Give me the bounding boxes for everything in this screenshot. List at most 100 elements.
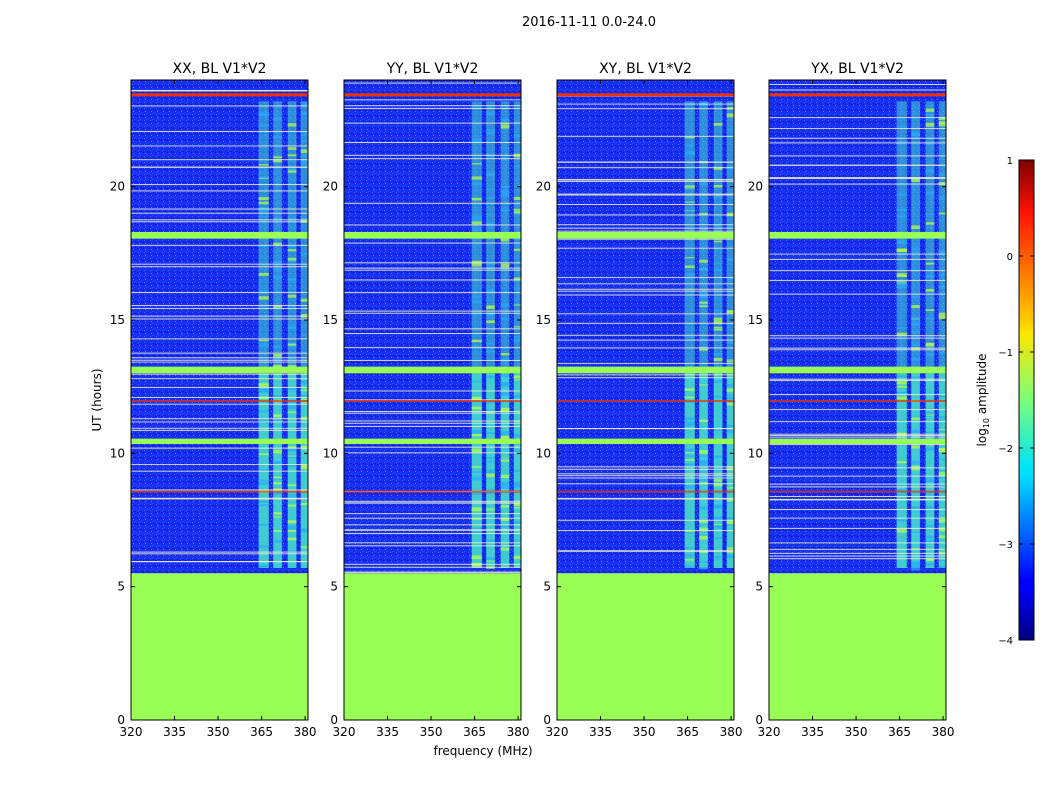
flag-line [344, 566, 521, 568]
rfi-streak [513, 394, 521, 398]
rfi-streak [273, 275, 282, 278]
x-tick-label: 365 [676, 725, 699, 739]
rfi-streak [287, 167, 297, 169]
rfi-streak [258, 207, 269, 209]
rfi-streak [911, 295, 920, 298]
rfi-streak [486, 262, 495, 266]
rfi-streak [699, 212, 708, 215]
rfi-streak [273, 117, 282, 121]
rfi-streak [684, 272, 695, 277]
rfi-streak [684, 388, 695, 391]
rfi-streak [273, 364, 282, 368]
rfi-streak [684, 554, 695, 558]
rfi-streak [287, 446, 297, 449]
flag-line [769, 527, 946, 529]
rfi-streak [513, 379, 521, 381]
rfi-streak [287, 249, 297, 252]
rfi-streak [925, 108, 935, 112]
y-tick-label: 0 [543, 713, 551, 727]
rfi-streak [684, 137, 695, 139]
rfi-streak [287, 123, 297, 127]
rfi-streak [896, 208, 907, 212]
rfi-streak [938, 121, 946, 124]
rfi-streak [513, 210, 521, 214]
y-tick-label: 5 [330, 580, 338, 594]
rfi-streak [273, 414, 282, 418]
flag-line [131, 219, 308, 221]
rfi-streak [699, 455, 708, 457]
rfi-streak [513, 469, 521, 472]
y-tick-label: 5 [543, 580, 551, 594]
flag-line [769, 349, 946, 351]
colorbar-gradient [1018, 159, 1035, 641]
rfi-streak [300, 546, 308, 549]
rfi-streak [713, 537, 723, 540]
rfi-streak [925, 168, 935, 173]
rfi-streak [273, 478, 282, 480]
rfi-streak [925, 317, 935, 320]
rfi-streak [684, 448, 695, 452]
flag-line [131, 463, 308, 465]
flag-line [344, 412, 521, 414]
flagged-band [344, 438, 521, 444]
flag-line [769, 409, 946, 411]
rfi-streak [513, 121, 521, 124]
rfi-streak [684, 565, 695, 568]
flag-line [769, 183, 946, 185]
rfi-streak [925, 309, 935, 311]
flag-line [557, 347, 734, 349]
flag-line [557, 167, 734, 169]
rfi-streak [486, 457, 495, 459]
flag-line [344, 292, 521, 294]
flag-line [344, 122, 521, 124]
rfi-streak [938, 416, 946, 420]
x-tick-label: 320 [333, 725, 356, 739]
colorbar-label-sub: 10 [982, 418, 991, 428]
rfi-streak [273, 159, 282, 163]
rfi-streak [911, 437, 920, 440]
rfi-streak [258, 410, 269, 413]
rfi-streak [513, 555, 521, 560]
rfi-streak [684, 463, 695, 467]
rfi-band [684, 373, 695, 568]
rfi-streak [684, 187, 695, 189]
rfi-streak [513, 540, 521, 542]
rfi-streak [500, 525, 510, 528]
x-tick-label: 335 [589, 725, 612, 739]
rfi-streak [925, 447, 935, 451]
flag-line [769, 379, 946, 381]
rfi-streak [938, 458, 946, 461]
flag-line [557, 519, 734, 521]
rfi-streak [471, 260, 482, 264]
rfi-streak [684, 265, 695, 269]
rfi-streak [273, 539, 282, 543]
rfi-streak [684, 185, 695, 190]
flag-line [557, 238, 734, 240]
rfi-streak [300, 298, 308, 302]
flag-line [344, 410, 521, 412]
rfi-streak [925, 191, 935, 195]
rfi-streak [713, 166, 723, 170]
rfi-streak [471, 215, 482, 219]
flag-line [344, 524, 521, 526]
y-axis-label: UT (hours) [90, 368, 104, 431]
rfi-streak [925, 412, 935, 415]
heatmap-image [131, 80, 308, 720]
rfi-streak [938, 116, 946, 121]
colorbar-ticks: 1 0 −1 −2 −3 −4 [998, 156, 1034, 647]
rfi-streak [500, 382, 510, 387]
rfi-streak [500, 485, 510, 489]
rfi-streak [500, 547, 510, 551]
panel-xy: XY, BL V1*V2 320 335 350 365 380 0 5 10 15 20 [536, 61, 743, 739]
rfi-streak [726, 359, 734, 363]
rfi-streak [287, 387, 297, 391]
x-tick-label: 350 [207, 725, 230, 739]
colorbar-tick-label: 0 [1007, 252, 1013, 263]
rfi-streak [513, 196, 521, 200]
panel-xx: XX, BL V1*V2 320 335 350 365 380 0 5 10 15 20 [110, 61, 317, 739]
flag-line [344, 563, 521, 565]
rfi-band [726, 373, 734, 568]
rfi-streak [273, 276, 282, 280]
flag-line [344, 99, 521, 101]
